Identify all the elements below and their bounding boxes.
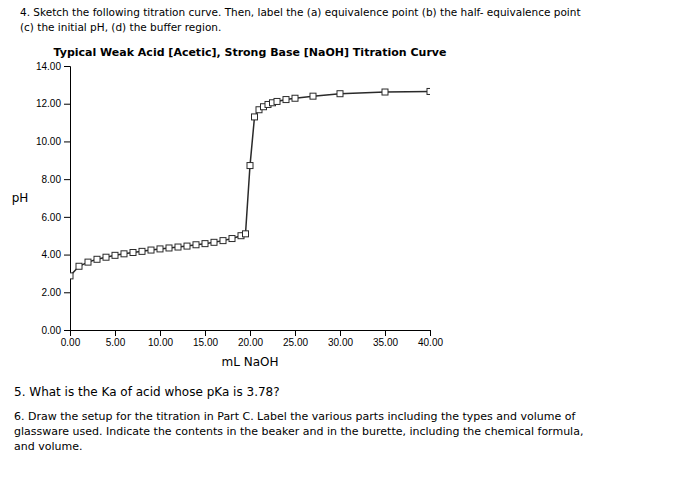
tick-label: 14.00	[36, 61, 61, 72]
marker	[229, 236, 235, 242]
tick-mark	[64, 179, 70, 180]
marker	[85, 259, 91, 265]
tick-label: 6.00	[42, 212, 62, 223]
y-axis: 0.00 2.00 4.00 6.00 8.00 10.00 12.00 14.00	[36, 61, 71, 336]
tick: 6.00	[42, 212, 70, 223]
marker	[243, 231, 249, 237]
tick: 10.00	[148, 330, 173, 348]
marker	[175, 244, 181, 250]
tick: 25.00	[283, 330, 308, 348]
plot: 0.00 5.00 10.00 15.00 20.00 25.00 30.00 35.00 40…	[36, 61, 443, 348]
marker	[337, 91, 343, 97]
marker	[202, 241, 208, 247]
tick-mark	[64, 330, 70, 331]
marker	[274, 98, 280, 104]
tick-label: 5.00	[106, 337, 126, 348]
tick: 20.00	[238, 330, 263, 348]
y-axis-label: pH	[12, 191, 29, 205]
marker	[292, 95, 298, 101]
tick: 0.00	[61, 330, 81, 348]
tick: 40.00	[418, 330, 443, 348]
tick-label: 15.00	[193, 337, 218, 348]
tick-label: 35.00	[373, 337, 398, 348]
axis-line	[71, 331, 431, 337]
tick-mark	[64, 292, 70, 293]
tick-mark	[385, 330, 386, 336]
tick-mark	[64, 141, 70, 142]
annotation: 5. What is the Ka of acid whose pKa is 3…	[14, 385, 280, 399]
tick: 35.00	[373, 330, 398, 348]
tick-label: 8.00	[42, 174, 62, 185]
series-line	[70, 91, 430, 275]
chart: 4. Sketch the following titration curve.…	[0, 0, 700, 482]
marker	[112, 252, 118, 258]
tick-mark	[295, 330, 296, 336]
marker	[139, 248, 145, 254]
tick: 30.00	[328, 330, 353, 348]
marker	[310, 93, 316, 99]
tick-mark	[64, 255, 70, 256]
tick-mark	[340, 330, 341, 336]
marker	[211, 239, 217, 245]
tick-label: 10.00	[36, 136, 61, 147]
marker	[70, 273, 73, 279]
tick-label: 2.00	[42, 287, 62, 298]
marker	[427, 88, 430, 94]
marker	[184, 243, 190, 249]
marker	[220, 238, 226, 244]
marker	[157, 246, 163, 252]
tick-mark	[64, 66, 70, 67]
x-axis: 0.00 5.00 10.00 15.00 20.00 25.00 30.00 35.00 40…	[61, 330, 444, 348]
tick-label: 12.00	[36, 98, 61, 109]
annotation: 6. Draw the setup for the titration in P…	[14, 410, 583, 453]
tick: 4.00	[42, 249, 70, 260]
tick-label: 4.00	[42, 249, 62, 260]
tick: 8.00	[42, 174, 70, 185]
annotation: (c) the initial pH, (d) the buffer regio…	[20, 21, 221, 33]
tick: 12.00	[36, 98, 70, 109]
marker	[94, 256, 100, 262]
marker	[130, 249, 136, 255]
marker	[166, 245, 172, 251]
marker	[148, 247, 154, 253]
tick-mark	[160, 330, 161, 336]
tick-mark	[430, 330, 431, 336]
tick-label: 25.00	[283, 337, 308, 348]
tick: 10.00	[36, 136, 70, 147]
tick-label: 0.00	[61, 337, 81, 348]
tick-mark	[64, 217, 70, 218]
tick-label: 40.00	[418, 337, 443, 348]
marks	[70, 88, 430, 278]
tick: 2.00	[42, 287, 70, 298]
marker	[76, 263, 82, 269]
axis-line	[64, 67, 71, 331]
tick-label: 10.00	[148, 337, 173, 348]
tick-mark	[205, 330, 206, 336]
tick-label: 30.00	[328, 337, 353, 348]
tick: 5.00	[106, 330, 126, 348]
tick-mark	[250, 330, 251, 336]
tick: 0.00	[42, 325, 70, 336]
marker	[382, 89, 388, 95]
x-axis-label: mL NaOH	[222, 355, 279, 369]
marker	[247, 163, 253, 169]
tick-mark	[64, 104, 70, 105]
chart-title: Typical Weak Acid [Acetic], Strong Base …	[54, 46, 447, 59]
marker	[252, 114, 258, 120]
tick-mark	[115, 330, 116, 336]
marker	[283, 97, 289, 103]
tick: 14.00	[36, 61, 70, 72]
annotation: 4. Sketch the following titration curve.…	[20, 6, 581, 18]
marker	[103, 254, 109, 260]
tick-label: 20.00	[238, 337, 263, 348]
tick: 15.00	[193, 330, 218, 348]
marker	[121, 251, 127, 257]
marker	[193, 242, 199, 248]
tick-label: 0.00	[42, 325, 62, 336]
